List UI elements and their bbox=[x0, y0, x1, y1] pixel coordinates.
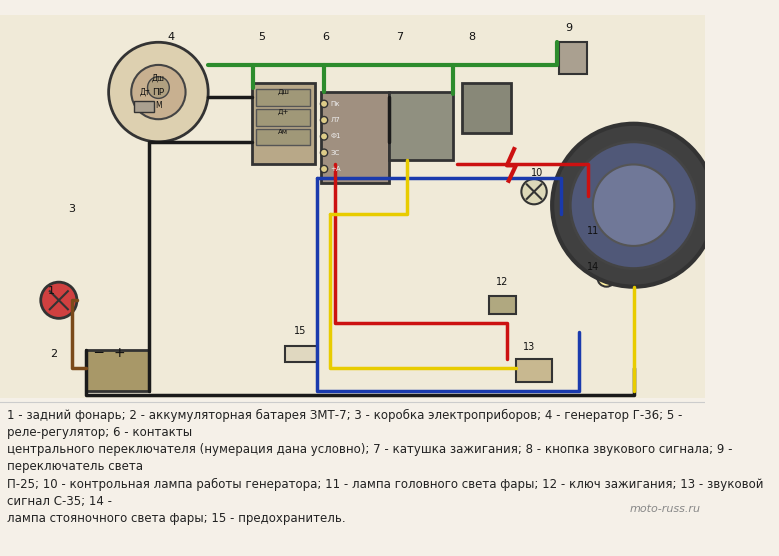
Bar bbox=[516, 359, 552, 382]
Text: 9: 9 bbox=[566, 23, 573, 33]
Text: 13: 13 bbox=[523, 342, 535, 352]
Circle shape bbox=[597, 269, 615, 287]
Circle shape bbox=[320, 133, 328, 140]
Text: +А: +А bbox=[330, 166, 341, 172]
Text: Дш: Дш bbox=[152, 74, 165, 83]
Circle shape bbox=[593, 165, 675, 246]
Circle shape bbox=[320, 165, 328, 172]
Bar bbox=[321, 92, 390, 182]
Circle shape bbox=[147, 77, 169, 98]
Circle shape bbox=[521, 179, 547, 204]
Bar bbox=[252, 83, 315, 165]
Circle shape bbox=[587, 235, 608, 257]
Bar bbox=[0, 15, 705, 398]
Text: 3: 3 bbox=[68, 205, 75, 215]
Bar bbox=[462, 83, 512, 133]
Text: Пк: Пк bbox=[330, 101, 340, 107]
Text: 2: 2 bbox=[50, 349, 57, 359]
Circle shape bbox=[570, 142, 697, 269]
Text: Ам: Ам bbox=[278, 129, 288, 135]
Circle shape bbox=[552, 124, 715, 287]
Text: Д+: Д+ bbox=[277, 109, 289, 115]
Text: ПР: ПР bbox=[153, 87, 164, 97]
Circle shape bbox=[108, 42, 208, 142]
Bar bbox=[256, 129, 311, 146]
Bar bbox=[488, 296, 516, 314]
Bar bbox=[134, 101, 154, 112]
Bar bbox=[390, 92, 453, 160]
Circle shape bbox=[320, 117, 328, 124]
Bar bbox=[285, 345, 317, 362]
Text: ─: ─ bbox=[94, 346, 103, 360]
Circle shape bbox=[131, 65, 185, 119]
Circle shape bbox=[320, 149, 328, 156]
Text: 6: 6 bbox=[323, 32, 330, 42]
Text: +: + bbox=[113, 346, 125, 360]
Text: Л7: Л7 bbox=[330, 117, 340, 123]
Bar bbox=[559, 42, 587, 74]
Text: moto-russ.ru: moto-russ.ru bbox=[629, 504, 700, 514]
Bar bbox=[0, 398, 705, 518]
Text: 14: 14 bbox=[587, 262, 599, 272]
Bar bbox=[86, 350, 150, 391]
Text: 11: 11 bbox=[587, 226, 599, 236]
Text: Дш: Дш bbox=[277, 89, 289, 95]
Text: Ф1: Ф1 bbox=[330, 133, 341, 140]
Circle shape bbox=[320, 100, 328, 107]
Text: М: М bbox=[155, 101, 162, 110]
Text: ЗС: ЗС bbox=[330, 150, 340, 156]
Circle shape bbox=[41, 282, 77, 319]
Text: 1 - задний фонарь; 2 - аккумуляторная батарея ЗМТ-7; 3 - коробка электроприборов: 1 - задний фонарь; 2 - аккумуляторная ба… bbox=[7, 409, 763, 525]
Text: 1: 1 bbox=[48, 286, 55, 296]
Bar bbox=[256, 110, 311, 126]
Text: 5: 5 bbox=[258, 32, 265, 42]
Text: 15: 15 bbox=[294, 326, 307, 336]
Text: 4: 4 bbox=[167, 32, 174, 42]
Text: Дт: Дт bbox=[139, 87, 150, 97]
Text: 10: 10 bbox=[531, 168, 544, 178]
Text: 8: 8 bbox=[468, 32, 475, 42]
Text: 12: 12 bbox=[496, 277, 509, 287]
Bar bbox=[256, 90, 311, 106]
Text: 7: 7 bbox=[397, 32, 404, 42]
